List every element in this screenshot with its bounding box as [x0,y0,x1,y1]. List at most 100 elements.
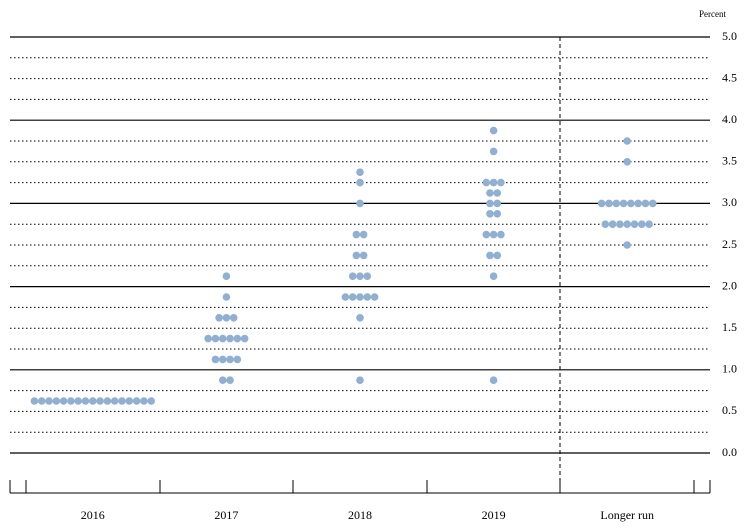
dot [648,199,657,208]
dot [204,334,212,343]
dot [30,397,39,405]
x-tick-label: 2016 [81,508,105,522]
x-tick-label: 2018 [348,508,372,522]
y-tick-label: 5.0 [722,29,737,43]
x-tick-label: Longer run [600,508,654,522]
dot [218,376,227,385]
y-tick-label: 4.5 [722,70,737,84]
dot [493,210,502,218]
dot [623,220,631,228]
dot [489,376,498,385]
dot [67,397,75,405]
dot [118,397,126,405]
dot [486,199,494,208]
dot [132,397,141,405]
y-tick-label: 2.5 [722,237,737,251]
y-tick-label: 1.5 [722,320,737,334]
y-tick-label: 3.5 [722,154,737,168]
dot [489,126,498,135]
dot [489,178,498,187]
dot [211,355,220,364]
x-tick-label: 2017 [214,508,238,522]
dot [601,220,610,228]
dot [140,397,148,405]
dot [623,137,631,145]
dot [218,355,227,364]
dot [110,397,119,405]
dot [489,147,498,156]
dot [493,251,502,260]
dot [356,272,364,281]
dot [222,293,231,301]
dot [634,199,642,208]
dot [497,178,505,187]
dot [240,334,249,343]
dot [59,397,68,405]
x-tick-label: 2019 [482,508,506,522]
dot [45,397,53,405]
dot [211,334,220,343]
dot [370,293,379,301]
dot [482,230,491,239]
dot [222,272,231,281]
dot [489,230,498,239]
dot [486,251,494,260]
dot [363,272,372,281]
dot [623,241,631,249]
dot [489,272,498,281]
dot [356,376,364,385]
dot [356,314,364,322]
dot [226,355,234,364]
dot [125,397,134,405]
dot [74,397,82,405]
dot [215,314,223,322]
dot [348,293,357,301]
dot [218,334,227,343]
dot [482,178,491,187]
dot [623,158,631,166]
dot [641,199,650,208]
dot [638,220,646,228]
y-tick-label: 0.5 [722,403,737,417]
dot [233,334,242,343]
dot [630,220,639,228]
dot [226,334,234,343]
dot [89,397,97,405]
dot [233,355,242,364]
dot [486,189,494,197]
y-tick-label: 1.0 [722,362,737,376]
dot [486,210,494,218]
y-tick-label: 0.0 [722,445,737,459]
dot [497,230,505,239]
dot [356,199,364,208]
dot [96,397,104,405]
dot [222,314,231,322]
dot [352,251,361,260]
dot [103,397,112,405]
dot [645,220,653,228]
y-tick-label: 4.0 [722,112,737,126]
dot [341,293,350,301]
dot [627,199,635,208]
dot [359,230,368,239]
dot [493,199,502,208]
dot [493,189,502,197]
dot [348,272,357,281]
dot [597,199,606,208]
dot [605,199,613,208]
dot [619,199,628,208]
dot [363,293,372,301]
dot [356,293,364,301]
dot [352,230,361,239]
y-axis-label: Percent [699,9,726,19]
y-tick-label: 2.0 [722,278,737,292]
dot [226,376,234,385]
dot [147,397,155,405]
dot [356,178,364,187]
dot [359,251,368,260]
dot [356,168,364,176]
dot [229,314,238,322]
dot [612,199,621,208]
dot [37,397,46,405]
dot [616,220,624,228]
